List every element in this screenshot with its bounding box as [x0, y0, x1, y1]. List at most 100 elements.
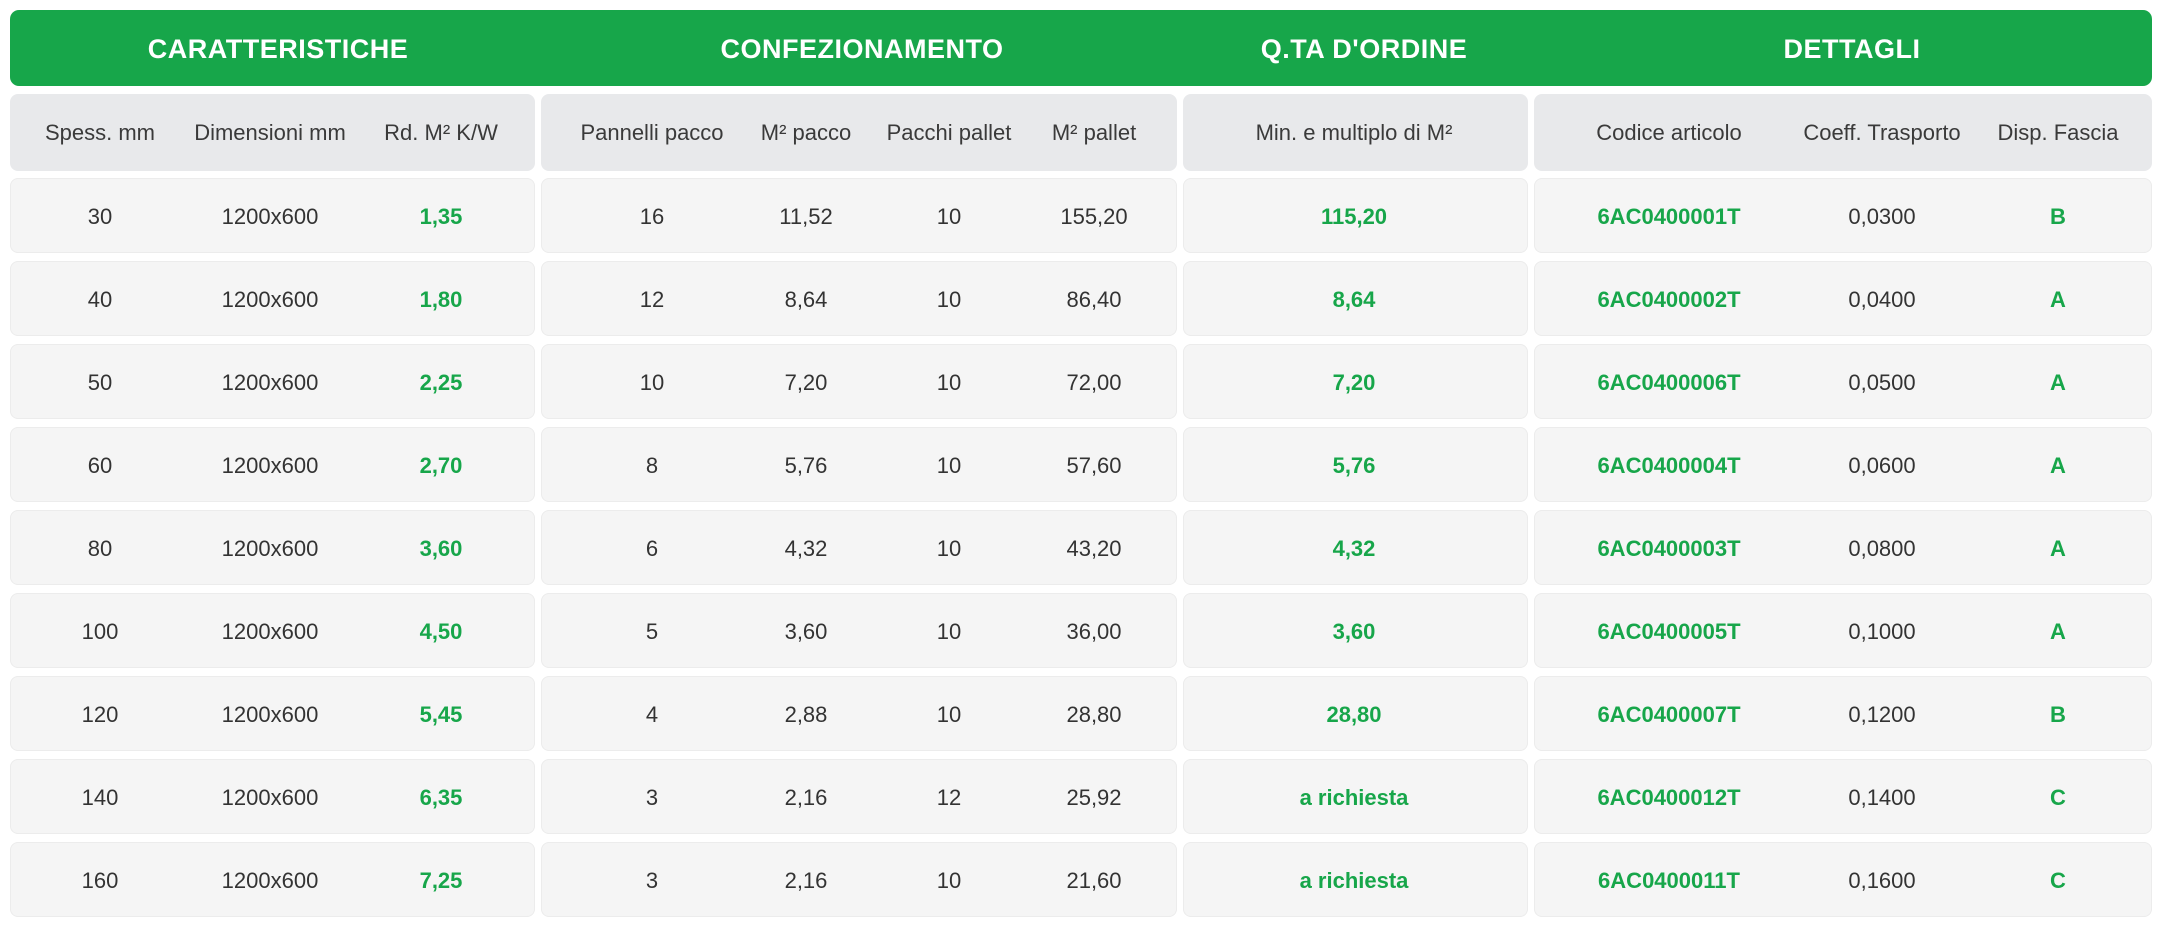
group-header-bar: CARATTERISTICHE CONFEZIONAMENTO Q.TA D'O… — [10, 10, 2152, 86]
table-row-6-caratteristiche — [10, 593, 535, 668]
cell-min: 5,76 — [1332, 453, 1376, 478]
table-row-4-dettagli — [1534, 427, 2152, 502]
column-header-coeff: Coeff. Trasporto — [1803, 120, 1961, 145]
cell-pacchi: 10 — [936, 619, 962, 644]
cell-pacchi: 10 — [936, 453, 962, 478]
cell-dim: 1200x600 — [221, 453, 319, 478]
column-header-fascia: Disp. Fascia — [1997, 120, 2119, 145]
table-row-8-confezionamento — [541, 759, 1177, 834]
cell-codice: 6AC0400001T — [1597, 204, 1741, 229]
cell-spess: 140 — [81, 785, 119, 810]
column-header-rd: Rd. M² K/W — [384, 120, 498, 145]
cell-pann: 5 — [645, 619, 659, 644]
table-row-6-ordine — [1183, 593, 1528, 668]
cell-m2pallet: 25,92 — [1066, 785, 1122, 810]
cell-dim: 1200x600 — [221, 536, 319, 561]
cell-spess: 50 — [87, 370, 113, 395]
cell-fascia: A — [2050, 287, 2066, 312]
table-row-9-caratteristiche — [10, 842, 535, 917]
column-header-m2pallet: M² pallet — [1051, 120, 1137, 145]
table-row-2-dettagli — [1534, 261, 2152, 336]
cell-min: 115,20 — [1320, 204, 1388, 229]
cell-coeff: 0,1600 — [1848, 868, 1916, 893]
column-header-min: Min. e multiplo di M² — [1255, 120, 1453, 145]
cell-m2pallet: 155,20 — [1060, 204, 1128, 229]
table-row-1-dettagli — [1534, 178, 2152, 253]
cell-pann: 12 — [639, 287, 665, 312]
cell-pacchi: 10 — [936, 287, 962, 312]
table-row-3-ordine — [1183, 344, 1528, 419]
cell-dim: 1200x600 — [221, 868, 319, 893]
table-row-5-dettagli — [1534, 510, 2152, 585]
cell-pann: 3 — [645, 785, 659, 810]
group-title-ordine: Q.TA D'ORDINE — [1260, 34, 1468, 64]
cell-codice: 6AC0400007T — [1597, 702, 1741, 727]
cell-min: 3,60 — [1332, 619, 1376, 644]
cell-spess: 120 — [81, 702, 119, 727]
table-row-1-ordine — [1183, 178, 1528, 253]
table-row-3-dettagli — [1534, 344, 2152, 419]
table-row-1-confezionamento — [541, 178, 1177, 253]
table-row-3-confezionamento — [541, 344, 1177, 419]
table-row-9-dettagli — [1534, 842, 2152, 917]
cell-codice: 6AC0400003T — [1597, 536, 1741, 561]
table-row-8-dettagli — [1534, 759, 2152, 834]
cell-spess: 30 — [87, 204, 113, 229]
cell-fascia: A — [2050, 453, 2066, 478]
table-row-7-ordine — [1183, 676, 1528, 751]
cell-min: a richiesta — [1299, 785, 1409, 810]
cell-fascia: A — [2050, 619, 2066, 644]
table-row-2-caratteristiche — [10, 261, 535, 336]
table-row-5-ordine — [1183, 510, 1528, 585]
cell-m2pallet: 57,60 — [1066, 453, 1122, 478]
cell-dim: 1200x600 — [221, 287, 319, 312]
table-row-9-confezionamento — [541, 842, 1177, 917]
cell-codice: 6AC0400012T — [1597, 785, 1741, 810]
cell-rd: 5,45 — [419, 702, 463, 727]
cell-fascia: B — [2050, 702, 2066, 727]
table-row-1-caratteristiche — [10, 178, 535, 253]
column-header-codice: Codice articolo — [1596, 120, 1742, 145]
cell-pann: 6 — [645, 536, 659, 561]
cell-m2pacco: 8,64 — [784, 287, 828, 312]
group-title-dettagli: DETTAGLI — [1783, 34, 1921, 64]
cell-m2pacco: 2,16 — [784, 868, 828, 893]
cell-m2pacco: 11,52 — [779, 204, 833, 229]
column-header-spess: Spess. mm — [44, 120, 156, 145]
cell-coeff: 0,1000 — [1848, 619, 1916, 644]
cell-codice: 6AC0400006T — [1597, 370, 1741, 395]
table-row-3-caratteristiche — [10, 344, 535, 419]
table-row-4-ordine — [1183, 427, 1528, 502]
cell-dim: 1200x600 — [221, 370, 319, 395]
cell-m2pacco: 2,16 — [784, 785, 828, 810]
column-header-m2pacco: M² pacco — [760, 120, 852, 145]
cell-pacchi: 10 — [936, 868, 962, 893]
cell-coeff: 0,1400 — [1848, 785, 1916, 810]
table-row-7-confezionamento — [541, 676, 1177, 751]
cell-fascia: B — [2050, 204, 2066, 229]
column-header-panel-caratteristiche — [10, 94, 535, 171]
cell-m2pacco: 3,60 — [784, 619, 828, 644]
group-title-confezionamento: CONFEZIONAMENTO — [720, 34, 1004, 64]
cell-m2pacco: 5,76 — [784, 453, 828, 478]
cell-spess: 160 — [81, 868, 119, 893]
cell-m2pacco: 2,88 — [784, 702, 828, 727]
cell-min: 28,80 — [1326, 702, 1382, 727]
cell-pacchi: 10 — [936, 702, 962, 727]
group-title-caratteristiche: CARATTERISTICHE — [147, 34, 409, 64]
cell-fascia: A — [2050, 536, 2066, 561]
cell-spess: 80 — [87, 536, 113, 561]
cell-coeff: 0,1200 — [1848, 702, 1916, 727]
cell-pann: 16 — [639, 204, 665, 229]
table-row-5-confezionamento — [541, 510, 1177, 585]
cell-rd: 6,35 — [419, 785, 463, 810]
table-row-2-confezionamento — [541, 261, 1177, 336]
cell-pacchi: 10 — [936, 536, 962, 561]
cell-coeff: 0,0600 — [1848, 453, 1916, 478]
cell-m2pallet: 72,00 — [1066, 370, 1122, 395]
cell-codice: 6AC0400005T — [1597, 619, 1741, 644]
cell-dim: 1200x600 — [221, 204, 319, 229]
cell-codice: 6AC0400002T — [1597, 287, 1741, 312]
table-row-6-confezionamento — [541, 593, 1177, 668]
cell-fascia: A — [2050, 370, 2066, 395]
